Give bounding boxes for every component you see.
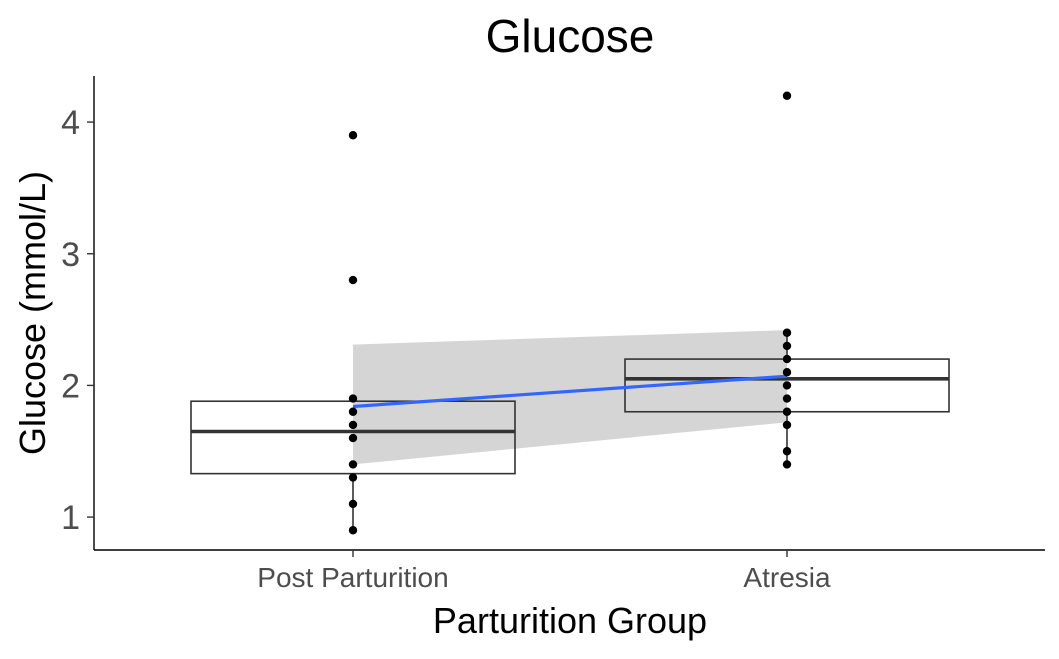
data-point-atresia-2 <box>782 341 792 351</box>
data-point-atresia-3 <box>782 354 792 364</box>
data-point-post-parturition-7 <box>348 473 358 482</box>
x-tick-label-post-parturition: Post Parturition <box>257 562 448 593</box>
data-point-post-parturition-4 <box>348 420 358 430</box>
points-layer <box>348 91 792 535</box>
data-point-post-parturition-3 <box>348 407 358 416</box>
x-axis-title: Parturition Group <box>433 600 707 641</box>
y-tick-label-1: 1 <box>61 499 80 537</box>
axes-layer: 1 2 3 4 Post Parturition Atresia <box>61 76 1045 593</box>
x-tick-label-atresia: Atresia <box>743 562 831 593</box>
data-point-atresia-0 <box>782 91 792 100</box>
data-point-post-parturition-1 <box>348 275 358 285</box>
y-tick-label-3: 3 <box>61 236 80 274</box>
data-point-post-parturition-6 <box>348 460 358 469</box>
data-point-post-parturition-5 <box>348 433 358 443</box>
data-point-post-parturition-2 <box>348 394 358 403</box>
data-point-post-parturition-8 <box>348 499 358 509</box>
data-point-atresia-4 <box>782 368 792 377</box>
data-point-post-parturition-0 <box>348 131 358 140</box>
data-point-atresia-10 <box>782 460 792 469</box>
trend-line <box>352 374 788 409</box>
data-point-atresia-1 <box>782 328 792 337</box>
trend-line-layer <box>352 374 788 409</box>
y-tick-label-2: 2 <box>61 367 80 405</box>
data-point-atresia-5 <box>782 381 792 390</box>
data-point-atresia-7 <box>782 407 792 416</box>
data-point-atresia-6 <box>782 394 792 403</box>
data-point-atresia-9 <box>782 447 792 456</box>
y-axis-title: Glucose (mmol/L) <box>12 171 53 455</box>
data-point-atresia-8 <box>782 420 792 430</box>
chart-title: Glucose <box>486 10 655 62</box>
y-tick-label-4: 4 <box>61 104 80 142</box>
data-point-post-parturition-9 <box>348 526 358 535</box>
